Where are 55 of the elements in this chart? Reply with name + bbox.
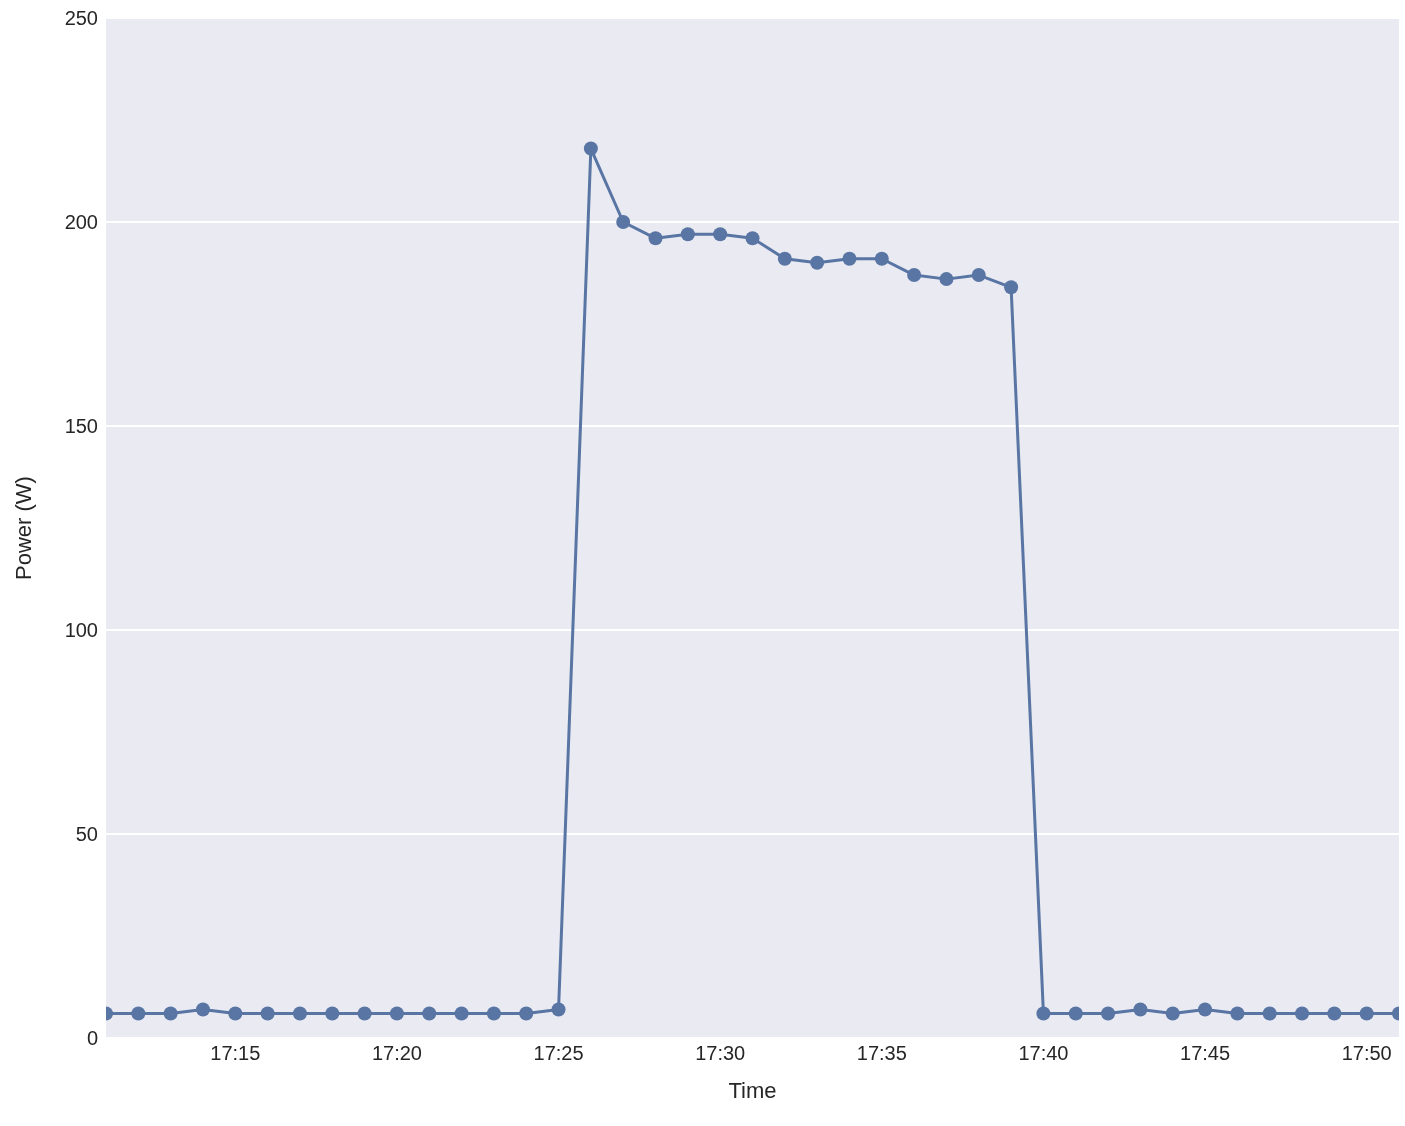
point bbox=[1198, 1002, 1213, 1017]
point bbox=[971, 268, 986, 283]
point bbox=[616, 215, 631, 229]
point bbox=[777, 251, 792, 266]
x-tick-label: 17:35 bbox=[856, 1042, 907, 1065]
y-tick-label: 100 bbox=[64, 619, 98, 642]
point bbox=[357, 1006, 372, 1021]
point bbox=[1036, 1006, 1051, 1021]
x-axis-title: Time bbox=[728, 1078, 777, 1103]
point bbox=[131, 1006, 146, 1021]
point bbox=[195, 1002, 210, 1017]
x-tick-label: 17:15 bbox=[210, 1042, 261, 1065]
point bbox=[325, 1006, 340, 1021]
point bbox=[1359, 1006, 1374, 1021]
point bbox=[292, 1006, 307, 1021]
point bbox=[1295, 1006, 1310, 1021]
point bbox=[1165, 1006, 1180, 1021]
point bbox=[1004, 280, 1019, 295]
point bbox=[648, 231, 663, 246]
x-tick-label: 17:25 bbox=[533, 1042, 584, 1065]
y-tick-label: 150 bbox=[64, 415, 98, 438]
y-axis-title: Power (W) bbox=[10, 476, 36, 580]
point bbox=[1068, 1006, 1083, 1021]
y-tick-label: 200 bbox=[64, 211, 98, 234]
point bbox=[842, 251, 857, 266]
point bbox=[713, 227, 728, 242]
x-tick-label: 17:40 bbox=[1018, 1042, 1069, 1065]
point bbox=[1230, 1006, 1245, 1021]
point bbox=[939, 272, 954, 287]
y-tick-label: 250 bbox=[64, 7, 98, 30]
point bbox=[551, 1002, 566, 1017]
point bbox=[907, 268, 922, 283]
x-tick-label: 17:30 bbox=[695, 1042, 746, 1065]
x-tick-label: 17:50 bbox=[1341, 1042, 1392, 1065]
point bbox=[454, 1006, 469, 1021]
point bbox=[810, 255, 825, 270]
point bbox=[680, 227, 695, 242]
y-tick-label: 50 bbox=[75, 823, 98, 846]
point bbox=[422, 1006, 437, 1021]
y-tick-label: 0 bbox=[86, 1027, 98, 1050]
point bbox=[486, 1006, 501, 1021]
x-tick-label: 17:20 bbox=[371, 1042, 422, 1065]
point bbox=[163, 1006, 178, 1021]
point bbox=[260, 1006, 275, 1021]
point bbox=[874, 251, 889, 266]
point bbox=[389, 1006, 404, 1021]
point bbox=[745, 231, 760, 246]
x-tick-label: 17:45 bbox=[1180, 1042, 1231, 1065]
point bbox=[1133, 1002, 1148, 1017]
point bbox=[228, 1006, 243, 1021]
point bbox=[1327, 1006, 1342, 1021]
point bbox=[1262, 1006, 1277, 1021]
point bbox=[519, 1006, 534, 1021]
point bbox=[1101, 1006, 1116, 1021]
point bbox=[583, 141, 598, 156]
